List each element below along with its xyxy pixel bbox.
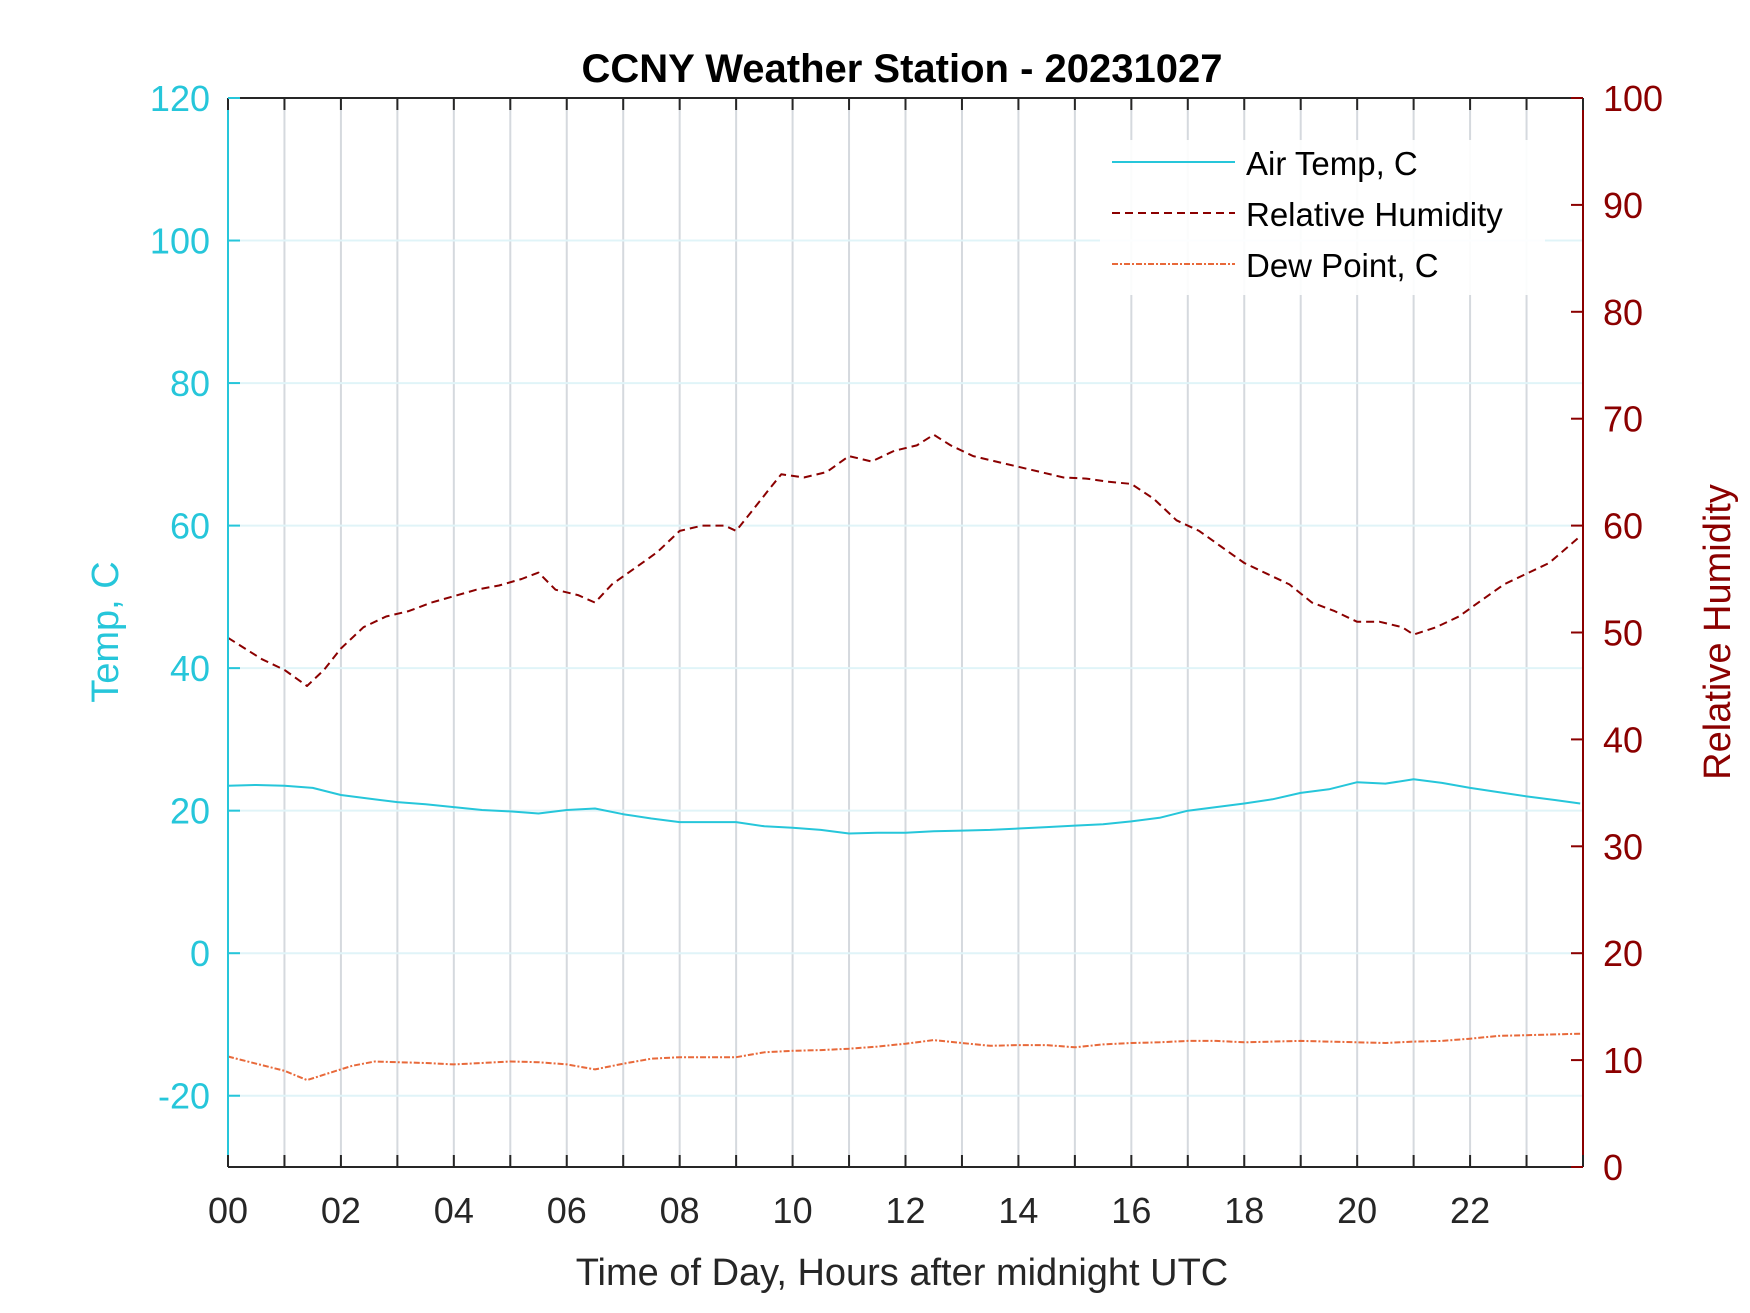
- y-right-tick-label: 0: [1603, 1147, 1623, 1188]
- x-tick-label: 02: [321, 1190, 361, 1231]
- y-right-tick-label: 70: [1603, 399, 1643, 440]
- y-right-tick-label: 50: [1603, 613, 1643, 654]
- y-right-axis-label: Relative Humidity: [1697, 484, 1739, 780]
- y-left-tick-label: 100: [150, 221, 210, 262]
- y-right-tick-label: 60: [1603, 506, 1643, 547]
- series-relative-humidity-line: [227, 433, 1581, 687]
- x-tick-label: 12: [885, 1190, 925, 1231]
- horizontal-grid: [228, 239, 1583, 1097]
- x-tick-label: 14: [998, 1190, 1038, 1231]
- x-axis-label: Time of Day, Hours after midnight UTC: [576, 1252, 1229, 1294]
- x-tick-label: 20: [1337, 1190, 1377, 1231]
- legend-box: [1100, 140, 1545, 295]
- y-right-tick-label: 40: [1603, 719, 1643, 760]
- vertical-grid: [283, 98, 1528, 1167]
- chart-title: CCNY Weather Station - 20231027: [582, 47, 1223, 91]
- y-right-tick-label: 20: [1603, 933, 1643, 974]
- y-left-tick-label: 20: [170, 791, 210, 832]
- y-left-axis-label: Temp, C: [85, 561, 127, 702]
- x-tick-label: 22: [1450, 1190, 1490, 1231]
- x-tick-label: 16: [1111, 1190, 1151, 1231]
- y-left-tick-label: 60: [170, 506, 210, 547]
- y-right-tick-label: 30: [1603, 826, 1643, 867]
- legend: Air Temp, C Relative Humidity Dew Point,…: [1100, 140, 1545, 295]
- series-layer: [227, 433, 1581, 1082]
- y-right-tick-label: 90: [1603, 185, 1643, 226]
- y-right-tick-label: 80: [1603, 292, 1643, 333]
- y-left-tick-label: 40: [170, 648, 210, 689]
- y-left-tick-label: 120: [150, 78, 210, 119]
- y-left-tick-label: 80: [170, 363, 210, 404]
- x-tick-label: 10: [773, 1190, 813, 1231]
- ticks-layer: 00 02 04 06 08 10 12 14 16 18 20 22-200204060801001…: [150, 78, 1663, 1231]
- x-tick-label: 00: [208, 1190, 248, 1231]
- y-right-tick-label: 10: [1603, 1040, 1643, 1081]
- x-tick-label: 06: [547, 1190, 587, 1231]
- series-dew-point-line: [227, 1032, 1581, 1082]
- x-tick-label: 04: [434, 1190, 474, 1231]
- y-left-tick-label: -20: [158, 1076, 210, 1117]
- legend-label-relative-humidity: Relative Humidity: [1246, 196, 1503, 233]
- legend-label-dew-point: Dew Point, C: [1246, 247, 1439, 284]
- y-left-tick-label: 0: [190, 933, 210, 974]
- series-air-temp-line: [227, 778, 1581, 835]
- legend-label-air-temp: Air Temp, C: [1246, 145, 1418, 182]
- x-tick-label: 18: [1224, 1190, 1264, 1231]
- y-right-tick-label: 100: [1603, 78, 1663, 119]
- x-tick-label: 08: [660, 1190, 700, 1231]
